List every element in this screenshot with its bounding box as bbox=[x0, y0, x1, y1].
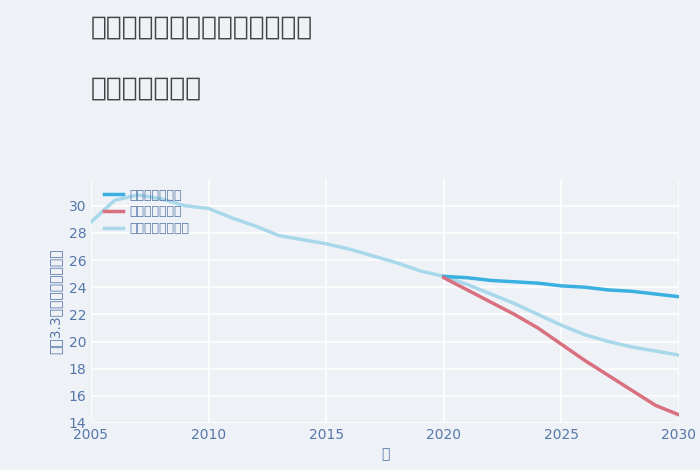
ノーマルシナリオ bbox=[675, 352, 683, 358]
バッドシナリオ bbox=[510, 312, 519, 317]
Legend: グッドシナリオ, バッドシナリオ, ノーマルシナリオ: グッドシナリオ, バッドシナリオ, ノーマルシナリオ bbox=[99, 184, 195, 240]
バッドシナリオ bbox=[581, 358, 589, 363]
ノーマルシナリオ bbox=[604, 339, 612, 345]
バッドシナリオ bbox=[486, 299, 495, 305]
ノーマルシナリオ bbox=[581, 332, 589, 337]
ノーマルシナリオ bbox=[87, 219, 95, 225]
ノーマルシナリオ bbox=[275, 233, 284, 238]
ノーマルシナリオ bbox=[440, 274, 448, 279]
バッドシナリオ bbox=[440, 275, 448, 281]
グッドシナリオ bbox=[440, 274, 448, 279]
ノーマルシナリオ bbox=[322, 241, 330, 247]
バッドシナリオ bbox=[651, 402, 659, 408]
グッドシナリオ bbox=[533, 280, 542, 286]
ノーマルシナリオ bbox=[533, 312, 542, 317]
Line: グッドシナリオ: グッドシナリオ bbox=[444, 276, 679, 297]
Y-axis label: 坪（3.3㎡）単価（万円）: 坪（3.3㎡）単価（万円） bbox=[49, 248, 63, 353]
グッドシナリオ bbox=[581, 284, 589, 290]
グッドシナリオ bbox=[510, 279, 519, 285]
バッドシナリオ bbox=[604, 373, 612, 378]
ノーマルシナリオ bbox=[181, 203, 189, 209]
ノーマルシナリオ bbox=[158, 196, 166, 202]
グッドシナリオ bbox=[557, 283, 566, 289]
バッドシナリオ bbox=[628, 388, 636, 393]
グッドシナリオ bbox=[486, 278, 495, 283]
ノーマルシナリオ bbox=[204, 206, 213, 212]
ノーマルシナリオ bbox=[346, 246, 354, 252]
ノーマルシナリオ bbox=[251, 223, 260, 229]
ノーマルシナリオ bbox=[369, 253, 377, 259]
バッドシナリオ bbox=[463, 287, 472, 293]
ノーマルシナリオ bbox=[557, 322, 566, 328]
ノーマルシナリオ bbox=[393, 260, 401, 266]
ノーマルシナリオ bbox=[486, 291, 495, 297]
ノーマルシナリオ bbox=[510, 301, 519, 306]
Line: バッドシナリオ: バッドシナリオ bbox=[444, 278, 679, 415]
ノーマルシナリオ bbox=[298, 237, 307, 243]
ノーマルシナリオ bbox=[134, 192, 142, 198]
Line: ノーマルシナリオ: ノーマルシナリオ bbox=[91, 195, 679, 355]
グッドシナリオ bbox=[651, 291, 659, 297]
ノーマルシナリオ bbox=[651, 348, 659, 354]
ノーマルシナリオ bbox=[628, 344, 636, 350]
グッドシナリオ bbox=[463, 275, 472, 281]
ノーマルシナリオ bbox=[111, 197, 119, 203]
Text: 兵庫県姫路市飾磨区英賀東町の: 兵庫県姫路市飾磨区英賀東町の bbox=[91, 14, 314, 40]
バッドシナリオ bbox=[557, 341, 566, 347]
ノーマルシナリオ bbox=[463, 282, 472, 287]
グッドシナリオ bbox=[675, 294, 683, 299]
ノーマルシナリオ bbox=[416, 268, 424, 274]
グッドシナリオ bbox=[604, 287, 612, 293]
バッドシナリオ bbox=[533, 325, 542, 331]
Text: 土地の価格推移: 土地の価格推移 bbox=[91, 75, 202, 101]
ノーマルシナリオ bbox=[228, 215, 237, 221]
X-axis label: 年: 年 bbox=[381, 447, 389, 462]
バッドシナリオ bbox=[675, 412, 683, 418]
グッドシナリオ bbox=[628, 289, 636, 294]
